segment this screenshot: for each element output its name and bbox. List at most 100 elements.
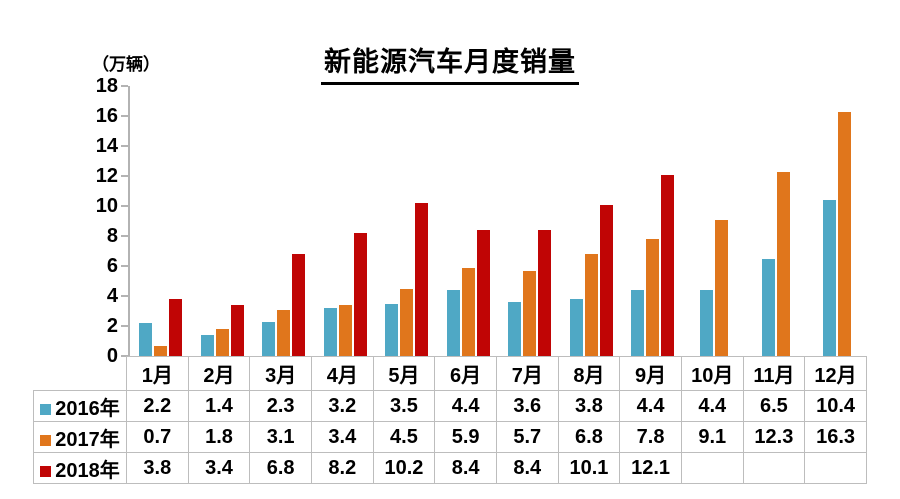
bar-group-6月: [438, 86, 500, 356]
bar-2016年-2月: [200, 335, 214, 356]
y-axis-tick-label: 6: [106, 255, 118, 277]
value-cell-2018年-1月: 3.8: [126, 452, 189, 484]
bar-2018年-3月: [292, 254, 306, 356]
y-axis-tick-mark: [121, 295, 128, 297]
bar-2017年-2月: [215, 329, 229, 356]
value-cell-2018年-9月: 12.1: [619, 452, 682, 484]
y-axis-tick-label: 16: [95, 105, 118, 127]
series-row-2016年: 2016年 2.2 1.4 2.3 3.2 3.5 4.4 3.6 3.8 4.4 4.4 6.5 10…: [33, 390, 867, 422]
bar-2018年-2月: [230, 305, 244, 356]
bar-2016年-12月: [823, 200, 837, 356]
bar-group-12月: [807, 86, 869, 356]
bar-2018年-4月: [353, 233, 367, 356]
value-cell-2018年-5月: 10.2: [372, 452, 436, 484]
bar-2018年-6月: [476, 230, 490, 356]
bar-2016年-4月: [323, 308, 337, 356]
value-cell-2018年-3月: 6.8: [249, 452, 312, 484]
y-axis-tick-mark: [121, 265, 128, 267]
value-cell-2017年-8月: 6.8: [557, 421, 621, 453]
legend-cell-2017年: 2017年: [33, 421, 127, 453]
bar-2017年-3月: [277, 309, 291, 356]
bar-2016年-6月: [446, 290, 460, 356]
y-axis-tick-label: 12: [95, 165, 118, 187]
value-cell-2016年-2月: 1.4: [187, 390, 251, 422]
y-axis-tick-label: 10: [95, 195, 118, 217]
legend-swatch-2017年: [40, 434, 52, 446]
plot-area: [128, 86, 868, 356]
y-axis-unit-label: （万辆）: [92, 55, 160, 74]
month-header-row: 1月 2月 3月 4月 5月 6月 7月 8月 9月 10月 11月 12月: [34, 356, 867, 391]
y-axis-tick-label: 18: [95, 75, 118, 97]
value-cell-2018年-2月: 3.4: [187, 452, 251, 484]
bar-group-7月: [499, 86, 561, 356]
bar-2017年-12月: [838, 111, 852, 356]
y-axis-tick-label: 0: [106, 345, 118, 367]
value-cell-2016年-9月: 4.4: [619, 390, 682, 422]
bar-2017年-4月: [338, 305, 352, 356]
bar-2016年-1月: [139, 323, 153, 356]
bar-2016年-7月: [508, 302, 522, 356]
legend-label-2017年: 2017年: [55, 428, 120, 451]
month-label-11月: 11月: [742, 356, 806, 391]
month-label-7月: 7月: [495, 356, 559, 391]
y-axis-tick-label: 2: [106, 315, 118, 337]
bar-2017年-9月: [646, 239, 660, 356]
value-cell-2017年-4月: 3.4: [310, 421, 374, 453]
bar-2017年-11月: [776, 171, 790, 356]
bar-group-2月: [192, 86, 254, 356]
month-label-10月: 10月: [680, 356, 744, 391]
bar-2016年-8月: [569, 299, 583, 356]
value-cell-2017年-10月: 9.1: [680, 421, 744, 453]
month-label-8月: 8月: [557, 356, 621, 391]
bar-2016年-11月: [761, 258, 775, 356]
bar-2016年-10月: [700, 290, 714, 356]
value-cell-2016年-11月: 6.5: [742, 390, 806, 422]
series-row-2018年: 2018年 3.8 3.4 6.8 8.2 10.2 8.4 8.4 10.1 12.1: [33, 452, 867, 484]
month-label-6月: 6月: [434, 356, 497, 391]
value-cell-2016年-1月: 2.2: [126, 390, 189, 422]
bar-2017年-10月: [715, 219, 729, 356]
value-cell-2017年-12月: 16.3: [804, 421, 867, 453]
y-axis-tick-label: 14: [95, 135, 118, 157]
value-cell-2016年-12月: 10.4: [804, 390, 867, 422]
bar-group-10月: [684, 86, 746, 356]
legend-label-2016年: 2016年: [55, 397, 120, 420]
value-cell-2016年-7月: 3.6: [495, 390, 559, 422]
bar-2017年-8月: [584, 254, 598, 356]
legend-label-2018年: 2018年: [55, 459, 120, 482]
month-label-3月: 3月: [249, 356, 312, 391]
bar-2018年-9月: [661, 174, 675, 356]
chart-title-text: 新能源汽车月度销量: [321, 40, 579, 85]
value-cell-2018年-10月: [680, 452, 744, 484]
value-cell-2016年-10月: 4.4: [680, 390, 744, 422]
value-cell-2017年-7月: 5.7: [495, 421, 559, 453]
value-cell-2017年-1月: 0.7: [126, 421, 189, 453]
value-cell-2018年-11月: [742, 452, 806, 484]
y-axis-tick-mark: [121, 145, 128, 147]
bar-group-9月: [622, 86, 684, 356]
bar-group-8月: [561, 86, 623, 356]
bar-group-4月: [315, 86, 377, 356]
value-cell-2016年-4月: 3.2: [310, 390, 374, 422]
y-axis-tick-mark: [121, 325, 128, 327]
bar-2017年-6月: [461, 267, 475, 356]
y-axis-tick-mark: [121, 235, 128, 237]
value-cell-2018年-12月: [804, 452, 867, 484]
bar-group-1月: [130, 86, 192, 356]
month-label-9月: 9月: [619, 356, 682, 391]
bar-2018年-8月: [599, 204, 613, 356]
table-corner-cell: [34, 357, 127, 391]
month-label-5月: 5月: [372, 356, 436, 391]
bar-2017年-5月: [400, 288, 414, 356]
series-row-2017年: 2017年 0.7 1.8 3.1 3.4 4.5 5.9 5.7 6.8 7.8 9.1 12.3 1…: [33, 421, 867, 453]
month-label-4月: 4月: [310, 356, 374, 391]
legend-swatch-2018年: [40, 465, 52, 477]
month-label-2月: 2月: [187, 356, 251, 391]
data-table: 1月 2月 3月 4月 5月 6月 7月 8月 9月 10月 11月 12月 2016年 2.2 1.4 2.…: [33, 356, 867, 484]
legend-cell-2018年: 2018年: [33, 452, 127, 484]
y-axis-tick-label: 8: [106, 225, 118, 247]
chart-title: 新能源汽车月度销量: [0, 40, 900, 85]
y-axis-tick-mark: [121, 115, 128, 117]
value-cell-2016年-5月: 3.5: [372, 390, 436, 422]
